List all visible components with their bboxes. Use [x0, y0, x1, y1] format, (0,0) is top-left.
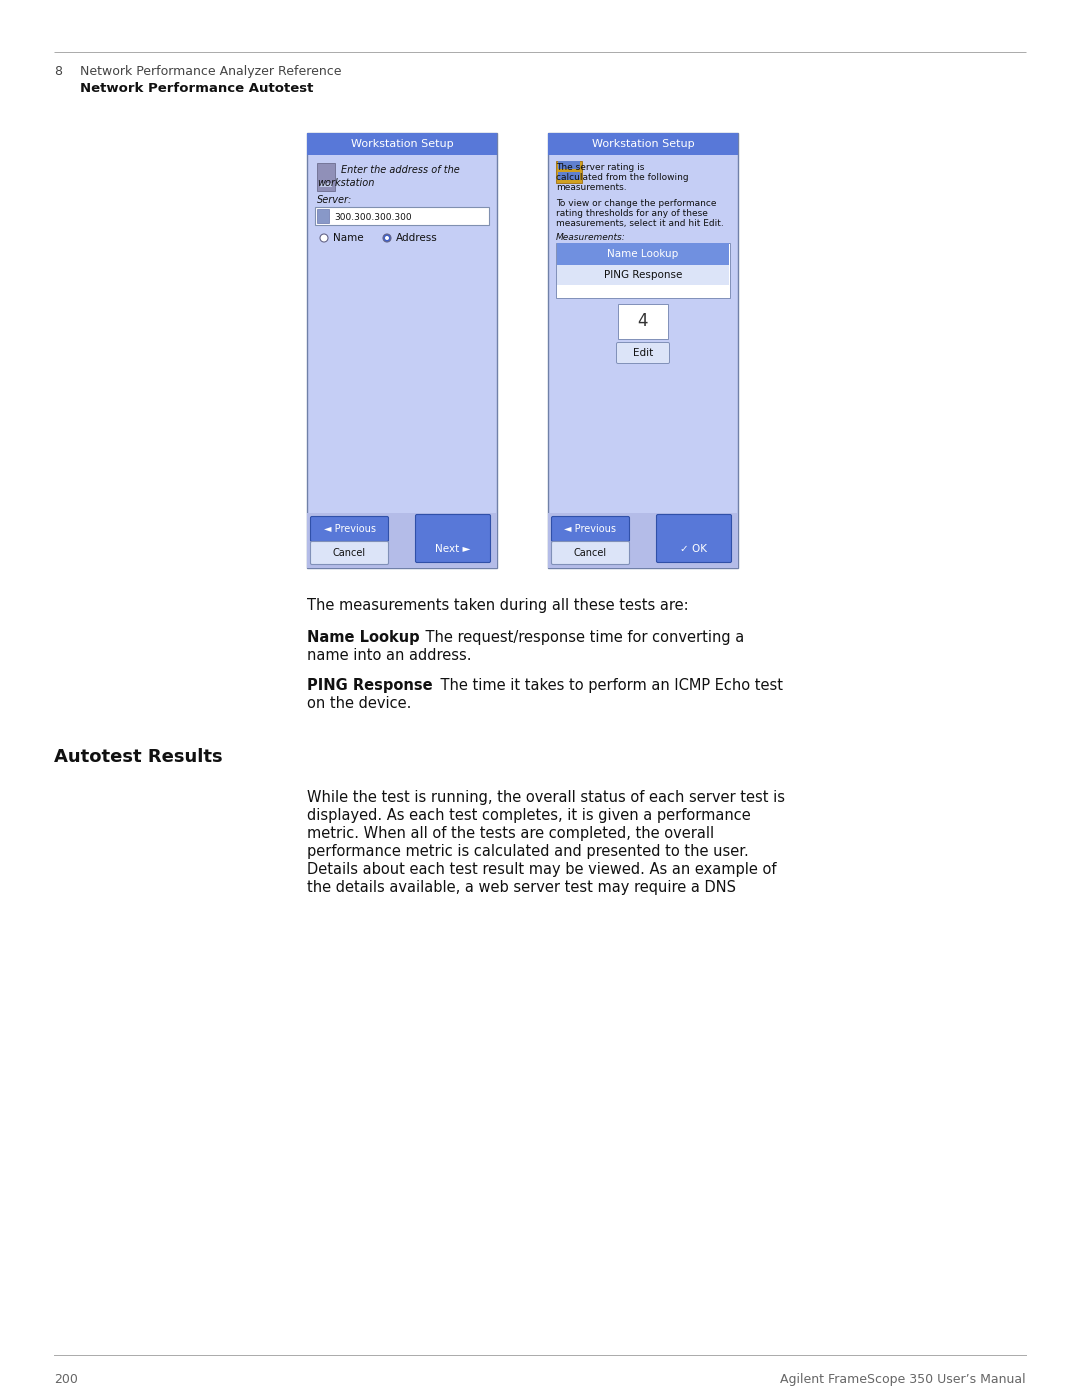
Text: The measurements taken during all these tests are:: The measurements taken during all these … — [307, 598, 689, 613]
Text: Agilent FrameScope 350 User’s Manual: Agilent FrameScope 350 User’s Manual — [781, 1373, 1026, 1386]
Text: displayed. As each test completes, it is given a performance: displayed. As each test completes, it is… — [307, 807, 751, 823]
Text: Measurements:: Measurements: — [556, 233, 625, 242]
FancyBboxPatch shape — [311, 517, 389, 542]
Text: The server rating is: The server rating is — [556, 163, 645, 172]
Bar — [557, 265, 729, 285]
Bar — [556, 161, 582, 183]
Bar — [618, 305, 669, 339]
Circle shape — [384, 236, 389, 240]
Text: Network Performance Analyzer Reference: Network Performance Analyzer Reference — [80, 66, 341, 78]
Circle shape — [383, 235, 391, 242]
Text: Details about each test result may be viewed. As an example of: Details about each test result may be vi… — [307, 862, 777, 877]
Text: measurements.: measurements. — [556, 183, 626, 191]
Text: Cancel: Cancel — [573, 548, 607, 557]
Text: Autotest Results: Autotest Results — [54, 747, 222, 766]
Text: To view or change the performance: To view or change the performance — [556, 198, 716, 208]
Bar — [558, 161, 580, 169]
Text: ✓ OK: ✓ OK — [680, 543, 707, 553]
FancyBboxPatch shape — [617, 342, 670, 363]
Bar — [556, 243, 730, 298]
Text: measurements, select it and hit Edit.: measurements, select it and hit Edit. — [556, 219, 724, 228]
Text: on the device.: on the device. — [307, 696, 411, 711]
Text: Enter the address of the: Enter the address of the — [341, 165, 460, 175]
Text: Workstation Setup: Workstation Setup — [592, 138, 694, 149]
Text: 300.300.300.300: 300.300.300.300 — [334, 212, 411, 222]
FancyBboxPatch shape — [657, 514, 731, 563]
Text: Next ►: Next ► — [435, 543, 471, 553]
Text: Name Lookup: Name Lookup — [307, 630, 420, 645]
FancyBboxPatch shape — [552, 542, 630, 564]
Bar — [320, 183, 332, 187]
Text: calculated from the following: calculated from the following — [556, 173, 689, 182]
Text: While the test is running, the overall status of each server test is: While the test is running, the overall s… — [307, 789, 785, 805]
Text: workstation: workstation — [318, 177, 375, 189]
Text: metric. When all of the tests are completed, the overall: metric. When all of the tests are comple… — [307, 826, 714, 841]
Text: Workstation Setup: Workstation Setup — [351, 138, 454, 149]
Bar — [548, 133, 738, 155]
Text: 200: 200 — [54, 1373, 78, 1386]
Text: Network Performance Autotest: Network Performance Autotest — [80, 82, 313, 95]
FancyBboxPatch shape — [552, 517, 630, 542]
Bar — [558, 172, 580, 180]
Text: 4: 4 — [638, 313, 648, 331]
Text: name into an address.: name into an address. — [307, 648, 472, 664]
Text: The request/response time for converting a: The request/response time for converting… — [407, 630, 744, 645]
FancyBboxPatch shape — [416, 514, 490, 563]
Bar — [307, 133, 497, 569]
Text: Server:: Server: — [318, 196, 352, 205]
Bar — [315, 207, 489, 225]
Text: ◄ Previous: ◄ Previous — [324, 524, 376, 534]
Text: ◄ Previous: ◄ Previous — [565, 524, 617, 534]
Bar — [548, 513, 738, 569]
Text: 8: 8 — [54, 66, 62, 78]
FancyBboxPatch shape — [311, 542, 389, 564]
Text: Cancel: Cancel — [333, 548, 366, 557]
Bar — [548, 133, 738, 569]
Text: Name: Name — [333, 233, 364, 243]
Bar — [318, 210, 329, 224]
Text: the details available, a web server test may require a DNS: the details available, a web server test… — [307, 880, 735, 895]
Text: Address: Address — [396, 233, 437, 243]
Text: rating thresholds for any of these: rating thresholds for any of these — [556, 210, 707, 218]
Text: PING Response: PING Response — [307, 678, 433, 693]
Bar — [318, 163, 335, 191]
Text: Name Lookup: Name Lookup — [607, 249, 678, 258]
Bar — [307, 133, 497, 155]
Text: Edit: Edit — [633, 348, 653, 358]
Text: The time it takes to perform an ICMP Echo test: The time it takes to perform an ICMP Ech… — [422, 678, 783, 693]
Bar — [307, 513, 497, 569]
Bar — [557, 243, 729, 265]
Text: performance metric is calculated and presented to the user.: performance metric is calculated and pre… — [307, 844, 748, 859]
Text: PING Response: PING Response — [604, 270, 683, 279]
Circle shape — [320, 235, 328, 242]
